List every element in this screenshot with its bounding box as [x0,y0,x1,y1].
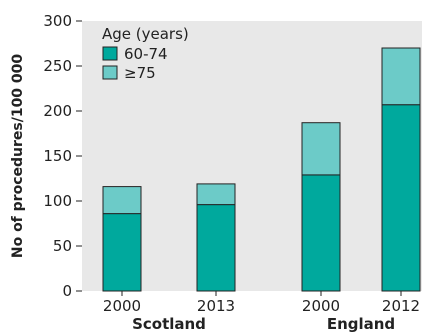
group-labels: Scotland England [132,315,395,333]
legend: Age (years) 60-74≥75 [102,25,189,82]
y-tick-label: 0 [62,282,72,300]
y-tick-label: 200 [43,102,72,120]
bar-age-75-plus-2 [301,122,341,176]
bar-age-60-74-1 [196,204,236,292]
y-tick-label: 300 [43,12,72,30]
x-tick-label: 2000 [103,297,141,315]
legend-swatch-1 [102,65,118,80]
x-tick-label: 2000 [302,297,340,315]
y-tick-label: 100 [43,192,72,210]
x-tick-label: 2012 [382,297,420,315]
x-tick-label: 2013 [197,297,235,315]
legend-swatch-0 [102,46,118,61]
y-axis-title: No of procedures/100 000 [10,54,26,259]
bar-age-75-plus-0 [102,186,142,215]
bar-age-75-plus-3 [381,47,421,106]
legend-entry-0: 60-74 [124,45,168,63]
bar-age-75-plus-1 [196,183,236,206]
x-axis-ticks: 2000 2013 2000 2012 [103,291,420,315]
y-tick-label: 50 [53,237,72,255]
y-tick-label: 150 [43,147,72,165]
group-label-scotland: Scotland [132,315,206,333]
bar-age-60-74-0 [102,213,142,292]
legend-entry-1: ≥75 [124,64,156,82]
bar-age-60-74-3 [381,104,421,292]
legend-title: Age (years) [102,25,189,43]
bar-age-60-74-2 [301,174,341,292]
group-label-england: England [327,315,395,333]
y-tick-label: 250 [43,57,72,75]
y-axis-ticks: 0 50 100 150 200 250 300 [43,12,82,300]
